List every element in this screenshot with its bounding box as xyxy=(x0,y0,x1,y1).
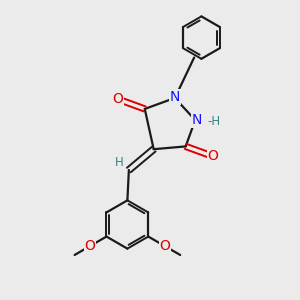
Text: -H: -H xyxy=(208,115,221,128)
Text: N: N xyxy=(170,90,180,104)
Text: N: N xyxy=(191,113,202,127)
Text: O: O xyxy=(159,239,170,253)
Text: O: O xyxy=(85,239,95,253)
Text: O: O xyxy=(207,148,218,163)
Text: O: O xyxy=(112,92,123,106)
Text: H: H xyxy=(115,156,124,169)
